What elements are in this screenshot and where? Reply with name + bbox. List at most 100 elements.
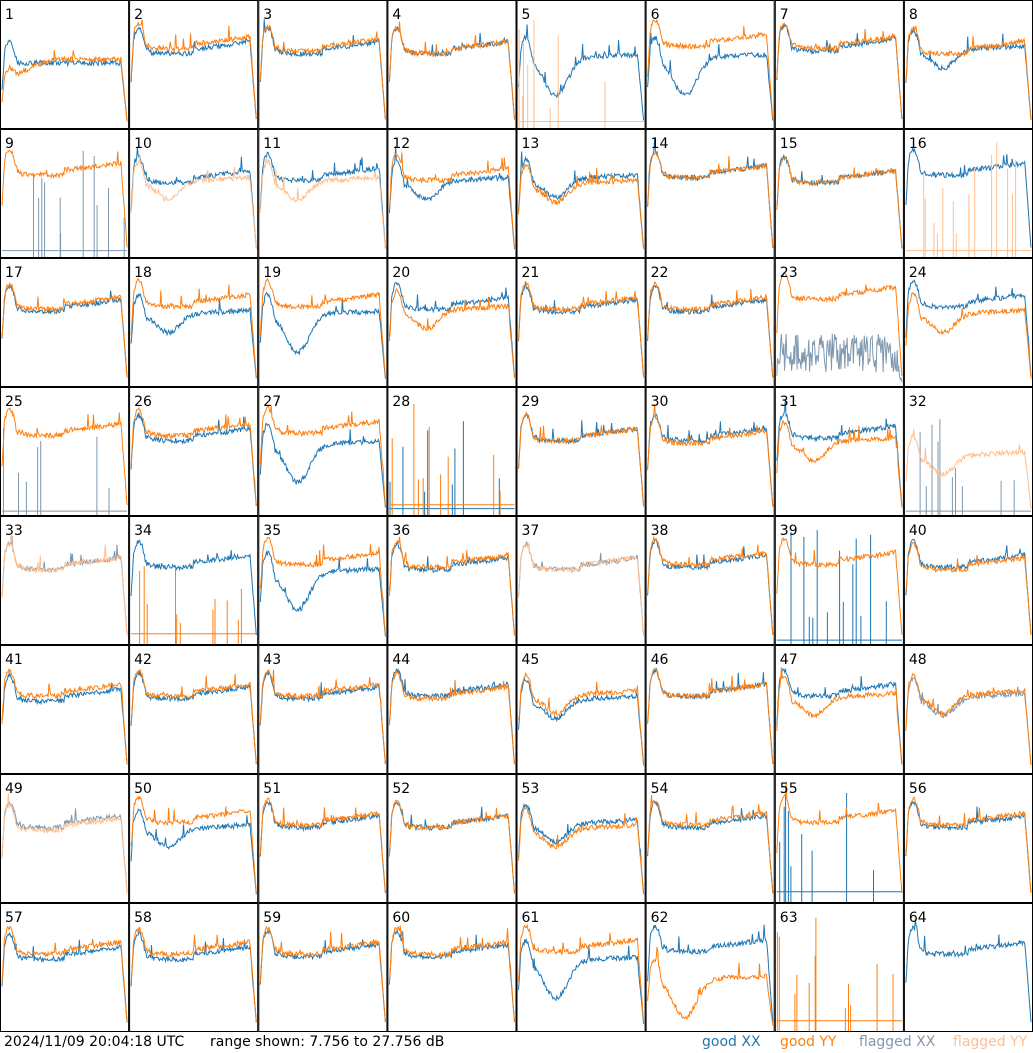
series-yy-line xyxy=(388,287,515,379)
panel-frame xyxy=(645,129,775,258)
series-xx-line xyxy=(259,550,386,637)
series-xx-line xyxy=(130,539,257,636)
panel-label: 8 xyxy=(909,7,918,23)
panel-frame xyxy=(645,645,775,774)
panel-frame xyxy=(258,903,388,1032)
panel-label: 57 xyxy=(5,910,23,926)
panel-42: 42 xyxy=(129,645,259,774)
series-xx-line xyxy=(518,151,645,249)
panel-label: 35 xyxy=(263,523,281,539)
panel-label: 36 xyxy=(392,523,410,539)
series-xx-line xyxy=(130,147,257,249)
legend-flagged-yy: flagged YY xyxy=(953,1034,1028,1050)
series-yy-line xyxy=(905,541,1032,636)
series-yy-line xyxy=(776,917,902,1031)
panel-label: 11 xyxy=(263,136,281,152)
panel-frame xyxy=(129,387,259,516)
series-yy-line xyxy=(905,292,1032,379)
panel-frame xyxy=(0,0,130,129)
panel-label: 9 xyxy=(5,136,14,152)
panel-frame xyxy=(516,774,646,903)
panel-6: 6 xyxy=(645,0,775,129)
panel-17: 17 xyxy=(0,258,130,387)
panel-frame xyxy=(645,516,775,645)
panel-36: 36 xyxy=(387,516,517,645)
legend-good-xx: good XX xyxy=(702,1034,761,1050)
panel-frame xyxy=(516,129,646,258)
panel-frame xyxy=(129,774,259,903)
panel-2: 2 xyxy=(129,0,259,129)
panel-label: 42 xyxy=(134,652,152,668)
panel-label: 59 xyxy=(263,910,281,926)
series-xx-line xyxy=(259,670,386,765)
series-xx-line xyxy=(647,799,774,894)
panel-label: 61 xyxy=(522,910,540,926)
panel-frame xyxy=(774,129,904,258)
legend-flagged-xx: flagged XX xyxy=(859,1034,936,1050)
panel-39: 39 xyxy=(774,516,904,645)
panel-label: 44 xyxy=(392,652,410,668)
series-xx-line xyxy=(776,668,903,765)
panel-38: 38 xyxy=(645,516,775,645)
panel-53: 53 xyxy=(516,774,646,903)
panel-frame xyxy=(903,774,1033,903)
series-yy-line xyxy=(388,799,515,894)
panel-61: 61 xyxy=(516,903,646,1032)
series-yy-line xyxy=(647,535,774,636)
panel-label: 27 xyxy=(263,394,281,410)
series-yy-line xyxy=(647,404,774,507)
series-xx-line xyxy=(1,284,128,378)
panel-label: 25 xyxy=(5,394,23,410)
panel-64: 64 xyxy=(903,903,1033,1032)
series-xx-line xyxy=(388,282,515,377)
panel-32: 32 xyxy=(903,387,1033,516)
panel-label: 64 xyxy=(909,910,927,926)
panel-63: 63 xyxy=(774,903,904,1032)
panel-8: 8 xyxy=(903,0,1033,129)
series-yy-line xyxy=(518,19,644,128)
series-xx-line xyxy=(130,808,257,895)
series-yy-line xyxy=(647,947,774,1026)
panel-frame xyxy=(0,903,130,1032)
panel-label: 2 xyxy=(134,7,143,23)
series-xx-line xyxy=(259,291,386,379)
series-yy-line xyxy=(905,24,1032,120)
panel-label: 58 xyxy=(134,910,152,926)
series-xx-line xyxy=(647,32,774,121)
series-xx-line xyxy=(389,421,515,515)
panel-frame xyxy=(0,774,130,903)
panel-57: 57 xyxy=(0,903,130,1032)
series-yy-line xyxy=(388,670,515,765)
panel-30: 30 xyxy=(645,387,775,516)
panel-label: 12 xyxy=(392,136,410,152)
series-xx-line xyxy=(388,667,515,765)
panel-frame xyxy=(387,0,517,129)
panel-label: 20 xyxy=(392,265,410,281)
panel-label: 32 xyxy=(909,394,927,410)
panel-label: 54 xyxy=(651,781,669,797)
series-yy-line xyxy=(259,536,386,635)
panel-frame xyxy=(129,903,259,1032)
panel-label: 47 xyxy=(780,652,798,668)
series-yy-line xyxy=(518,280,645,378)
panel-frame xyxy=(516,387,646,516)
panel-frame xyxy=(774,387,904,516)
series-xx-line xyxy=(647,924,774,1022)
series-yy-line xyxy=(518,672,645,765)
panel-label: 21 xyxy=(522,265,540,281)
series-yy-line xyxy=(259,404,386,506)
panel-frame xyxy=(0,645,130,774)
panel-frame xyxy=(129,129,259,258)
panel-label: 3 xyxy=(263,7,272,23)
panel-label: 29 xyxy=(522,394,540,410)
panel-frame xyxy=(0,387,130,516)
panel-58: 58 xyxy=(129,903,259,1032)
panel-label: 7 xyxy=(780,7,789,23)
series-yy-line xyxy=(131,566,257,644)
panel-frame xyxy=(516,516,646,645)
panel-label: 17 xyxy=(5,265,23,281)
series-xx-line xyxy=(518,676,645,766)
series-xx-line xyxy=(1,931,128,1023)
panel-55: 55 xyxy=(774,774,904,903)
panel-frame xyxy=(516,258,646,387)
